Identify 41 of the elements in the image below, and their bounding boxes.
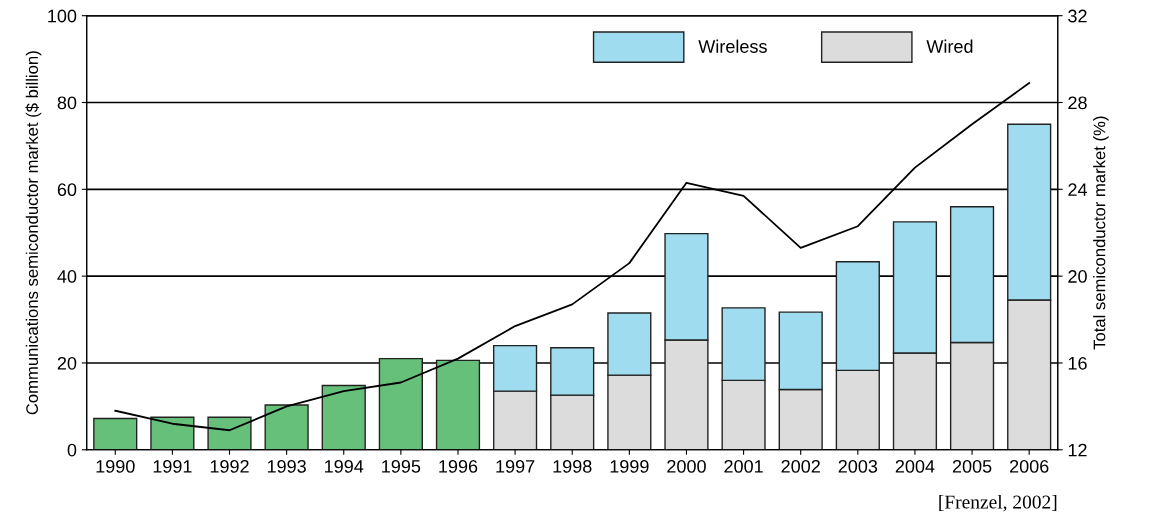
bar bbox=[321, 384, 366, 450]
x-tick-label: 1990 bbox=[96, 459, 135, 473]
y-tick-label: 100 bbox=[48, 9, 77, 23]
bar bbox=[207, 416, 252, 450]
bar bbox=[264, 404, 309, 450]
x-tick-label: 1991 bbox=[153, 459, 192, 473]
x-tick-label: 1999 bbox=[610, 459, 649, 473]
y2-tick-label: 28 bbox=[1068, 96, 1087, 110]
y-tick-label: 0 bbox=[67, 443, 77, 457]
y2-tick-label: 32 bbox=[1068, 9, 1087, 23]
y-tick-label: 20 bbox=[57, 356, 77, 370]
x-tick-label: 1992 bbox=[210, 459, 249, 473]
x-tick-label: 2000 bbox=[667, 459, 706, 473]
bar bbox=[435, 359, 481, 450]
text: [Frenzel, 2002] bbox=[939, 494, 1057, 512]
x-tick-label: 2002 bbox=[781, 459, 820, 473]
bar bbox=[150, 416, 195, 450]
bar bbox=[93, 417, 138, 450]
x-tick-label: 2004 bbox=[895, 459, 935, 473]
x-tick-label: 1993 bbox=[267, 459, 306, 473]
x-tick-label: 1998 bbox=[553, 459, 592, 473]
x-tick-label: 2005 bbox=[952, 459, 992, 473]
y-axis-title: Communications semiconductor market ($ billion) bbox=[25, 51, 42, 415]
legend-label: Wireless bbox=[698, 39, 767, 53]
x-tick-label: 2003 bbox=[838, 459, 878, 473]
y2-tick-label: 24 bbox=[1068, 183, 1088, 196]
x-tick-label: 2006 bbox=[1010, 459, 1049, 473]
y2-tick-label: 16 bbox=[1068, 356, 1087, 370]
y-tick-label: 40 bbox=[57, 270, 77, 283]
y-tick-label: 60 bbox=[57, 183, 77, 197]
y-tick-label: 80 bbox=[57, 96, 77, 110]
y2-tick-label: 20 bbox=[1068, 270, 1087, 283]
legend-label: Wired bbox=[926, 39, 973, 53]
x-tick-label: 1995 bbox=[382, 459, 421, 473]
x-tick-label: 1996 bbox=[439, 459, 478, 473]
y2-axis-title: Total semiconductor market (%) bbox=[1093, 116, 1109, 350]
x-tick-label: 2001 bbox=[724, 459, 763, 473]
y2-tick-label: 12 bbox=[1068, 443, 1087, 457]
x-tick-label: 1997 bbox=[496, 459, 535, 473]
x-tick-label: 1994 bbox=[325, 459, 364, 473]
bar bbox=[378, 357, 423, 450]
